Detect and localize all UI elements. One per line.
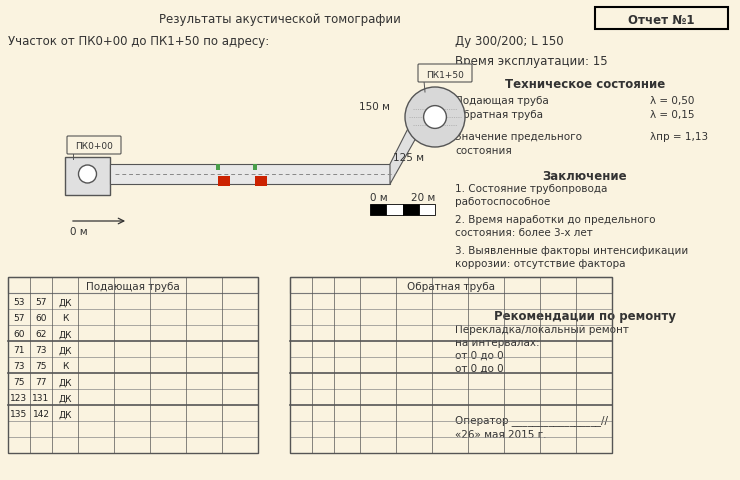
Bar [403, 204, 419, 216]
Text: Обратная труба: Обратная труба [407, 281, 495, 291]
Bar [290, 277, 612, 453]
Text: 123: 123 [10, 394, 27, 403]
Text: Подающая труба: Подающая труба [455, 96, 549, 106]
Text: 125 м: 125 м [393, 153, 424, 163]
Text: 57: 57 [13, 314, 24, 323]
Text: Обратная труба: Обратная труба [455, 110, 543, 120]
Text: состояния: более 3-х лет: состояния: более 3-х лет [455, 228, 593, 238]
Text: λ = 0,15: λ = 0,15 [650, 110, 695, 120]
Text: 0 м: 0 м [370, 192, 388, 203]
Text: коррозии: отсутствие фактора: коррозии: отсутствие фактора [455, 258, 625, 268]
Text: 2. Время наработки до предельного: 2. Время наработки до предельного [455, 215, 656, 225]
Text: состояния: состояния [455, 146, 512, 156]
Text: от 0 до 0: от 0 до 0 [455, 350, 504, 360]
Text: Рекомендации по ремонту: Рекомендации по ремонту [494, 309, 676, 323]
Text: Участок от ПК0+00 до ПК1+50 по адресу:: Участок от ПК0+00 до ПК1+50 по адресу: [8, 35, 269, 48]
Bar [255, 177, 267, 187]
Text: ПК1+50: ПК1+50 [426, 71, 464, 79]
Circle shape [423, 107, 446, 129]
Text: 62: 62 [36, 330, 47, 339]
Text: 77: 77 [36, 378, 47, 387]
Text: λ = 0,50: λ = 0,50 [650, 96, 694, 106]
Text: 1. Состояние трубопровода: 1. Состояние трубопровода [455, 184, 608, 193]
Text: 73: 73 [36, 346, 47, 355]
Bar [386, 204, 403, 216]
Text: ДК: ДК [58, 394, 72, 403]
Bar [290, 277, 612, 293]
Text: 0 м: 0 м [70, 227, 87, 237]
Text: на интервалах:: на интервалах: [455, 337, 539, 347]
Polygon shape [390, 96, 425, 185]
Text: 60: 60 [13, 330, 24, 339]
Text: ДК: ДК [58, 346, 72, 355]
Text: 73: 73 [13, 362, 24, 371]
Text: Перекладка/локальный ремонт: Перекладка/локальный ремонт [455, 324, 629, 334]
Text: «26» мая 2015 г.: «26» мая 2015 г. [455, 429, 547, 439]
Text: Результаты акустической томографии: Результаты акустической томографии [159, 13, 401, 26]
Bar [65, 157, 110, 195]
Text: λпр = 1,13: λпр = 1,13 [650, 132, 708, 142]
Text: 53: 53 [13, 298, 24, 307]
Text: 57: 57 [36, 298, 47, 307]
Text: 60: 60 [36, 314, 47, 323]
FancyBboxPatch shape [67, 137, 121, 155]
Bar [253, 165, 257, 171]
Bar [218, 177, 230, 187]
Bar [8, 277, 258, 453]
Text: Ду 300/200; L 150: Ду 300/200; L 150 [455, 35, 564, 48]
Text: ДК: ДК [58, 378, 72, 387]
Text: Время эксплуатации: 15: Время эксплуатации: 15 [455, 55, 608, 68]
Bar [419, 204, 435, 216]
Text: Значение предельного: Значение предельного [455, 132, 582, 142]
Text: от 0 до 0: от 0 до 0 [455, 363, 504, 373]
Text: ДК: ДК [58, 330, 72, 339]
Circle shape [405, 88, 465, 148]
Text: работоспособное: работоспособное [455, 197, 551, 206]
Text: 150 м: 150 м [359, 102, 390, 112]
Text: 20 м: 20 м [411, 192, 435, 203]
Circle shape [78, 166, 96, 184]
Text: 3. Выявленные факторы интенсификации: 3. Выявленные факторы интенсификации [455, 245, 688, 255]
Bar [370, 204, 386, 216]
Text: Подающая труба: Подающая труба [86, 281, 180, 291]
Text: 142: 142 [33, 409, 50, 419]
Text: Отчет №1: Отчет №1 [628, 13, 695, 26]
Text: ДК: ДК [58, 298, 72, 307]
Text: 75: 75 [36, 362, 47, 371]
Text: ПК0+00: ПК0+00 [75, 142, 113, 151]
Text: 131: 131 [33, 394, 50, 403]
Text: 71: 71 [13, 346, 24, 355]
Text: Техническое состояние: Техническое состояние [505, 78, 665, 91]
FancyBboxPatch shape [418, 65, 472, 83]
Text: К: К [62, 314, 68, 323]
Bar [595, 8, 728, 30]
Bar [8, 277, 258, 293]
Text: К: К [62, 362, 68, 371]
Text: 135: 135 [10, 409, 27, 419]
Text: 75: 75 [13, 378, 24, 387]
Bar [216, 165, 220, 171]
Bar [110, 165, 390, 185]
Text: Заключение: Заключение [542, 169, 628, 182]
Text: ДК: ДК [58, 409, 72, 419]
Text: Оператор _________________//: Оператор _________________// [455, 414, 608, 425]
